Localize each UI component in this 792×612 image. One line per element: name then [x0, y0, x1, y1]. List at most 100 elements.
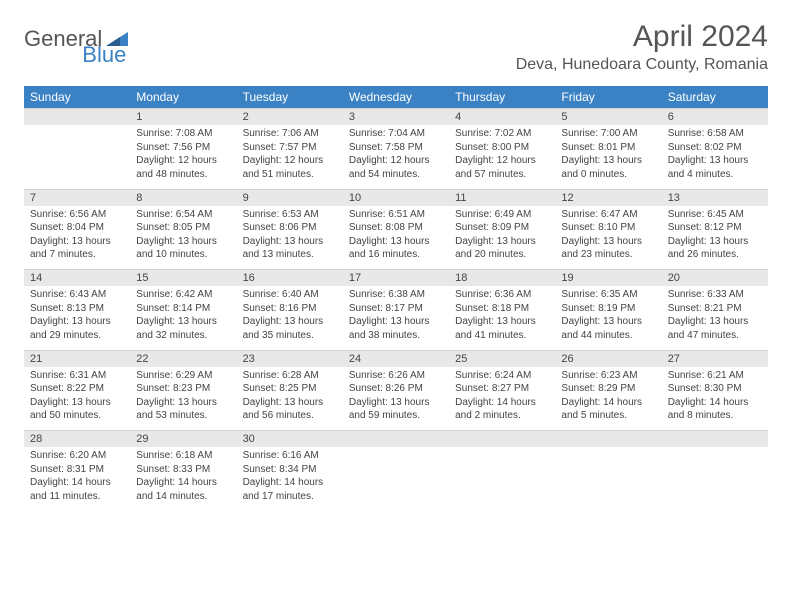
- sunset-line: Sunset: 8:31 PM: [30, 463, 124, 477]
- day-detail-cell: Sunrise: 6:20 AMSunset: 8:31 PMDaylight:…: [24, 447, 130, 511]
- day-detail-cell: Sunrise: 6:18 AMSunset: 8:33 PMDaylight:…: [130, 447, 236, 511]
- sunset-line: Sunset: 8:29 PM: [561, 382, 655, 396]
- day-detail-cell: [555, 447, 661, 511]
- sunrise-line: Sunrise: 6:33 AM: [668, 288, 762, 302]
- daylight-line: Daylight: 12 hours and 54 minutes.: [349, 154, 443, 181]
- weekday-header: Sunday: [24, 86, 130, 109]
- day-detail-cell: Sunrise: 7:04 AMSunset: 7:58 PMDaylight:…: [343, 125, 449, 189]
- header: General Blue April 2024 Deva, Hunedoara …: [24, 20, 768, 74]
- sunrise-line: Sunrise: 6:56 AM: [30, 208, 124, 222]
- sunset-line: Sunset: 8:21 PM: [668, 302, 762, 316]
- day-detail-cell: [343, 447, 449, 511]
- day-number-cell: 20: [662, 270, 768, 287]
- day-detail-cell: [24, 125, 130, 189]
- day-number-cell: 21: [24, 350, 130, 367]
- day-detail-row: Sunrise: 6:31 AMSunset: 8:22 PMDaylight:…: [24, 367, 768, 431]
- sunrise-line: Sunrise: 6:43 AM: [30, 288, 124, 302]
- day-detail-cell: Sunrise: 7:06 AMSunset: 7:57 PMDaylight:…: [237, 125, 343, 189]
- day-number-cell: 14: [24, 270, 130, 287]
- sunrise-line: Sunrise: 6:47 AM: [561, 208, 655, 222]
- sunrise-line: Sunrise: 6:36 AM: [455, 288, 549, 302]
- sunset-line: Sunset: 8:13 PM: [30, 302, 124, 316]
- daylight-line: Daylight: 13 hours and 56 minutes.: [243, 396, 337, 423]
- day-detail-cell: Sunrise: 6:28 AMSunset: 8:25 PMDaylight:…: [237, 367, 343, 431]
- sunset-line: Sunset: 7:58 PM: [349, 141, 443, 155]
- sunset-line: Sunset: 8:05 PM: [136, 221, 230, 235]
- day-detail-cell: Sunrise: 7:08 AMSunset: 7:56 PMDaylight:…: [130, 125, 236, 189]
- sunset-line: Sunset: 8:04 PM: [30, 221, 124, 235]
- day-number-row: 78910111213: [24, 189, 768, 206]
- sunset-line: Sunset: 8:23 PM: [136, 382, 230, 396]
- sunset-line: Sunset: 8:09 PM: [455, 221, 549, 235]
- daylight-line: Daylight: 14 hours and 14 minutes.: [136, 476, 230, 503]
- weekday-header: Wednesday: [343, 86, 449, 109]
- day-detail-cell: Sunrise: 6:47 AMSunset: 8:10 PMDaylight:…: [555, 206, 661, 270]
- day-number-cell: 6: [662, 109, 768, 126]
- sunrise-line: Sunrise: 7:02 AM: [455, 127, 549, 141]
- day-number-cell: 22: [130, 350, 236, 367]
- daylight-line: Daylight: 12 hours and 57 minutes.: [455, 154, 549, 181]
- daylight-line: Daylight: 13 hours and 38 minutes.: [349, 315, 443, 342]
- sunset-line: Sunset: 8:33 PM: [136, 463, 230, 477]
- day-detail-row: Sunrise: 6:43 AMSunset: 8:13 PM Daylight:…: [24, 286, 768, 350]
- daylight-line: Daylight: 13 hours and 26 minutes.: [668, 235, 762, 262]
- sunrise-line: Sunrise: 6:54 AM: [136, 208, 230, 222]
- logo: General Blue: [24, 26, 176, 52]
- daylight-line: Daylight: 14 hours and 8 minutes.: [668, 396, 762, 423]
- day-detail-cell: Sunrise: 6:43 AMSunset: 8:13 PMDaylight:…: [24, 286, 130, 350]
- weekday-header: Friday: [555, 86, 661, 109]
- day-detail-cell: Sunrise: 6:58 AMSunset: 8:02 PMDaylight:…: [662, 125, 768, 189]
- day-detail-cell: Sunrise: 6:38 AMSunset: 8:17 PMDaylight:…: [343, 286, 449, 350]
- day-number-cell: 4: [449, 109, 555, 126]
- sunset-line: Sunset: 8:26 PM: [349, 382, 443, 396]
- sunset-line: Sunset: 8:02 PM: [668, 141, 762, 155]
- day-detail-row: Sunrise: 6:56 AMSunset: 8:04 PMDaylight:…: [24, 206, 768, 270]
- sunrise-line: Sunrise: 6:58 AM: [668, 127, 762, 141]
- day-number-cell: 27: [662, 350, 768, 367]
- weekday-header: Tuesday: [237, 86, 343, 109]
- day-detail-cell: Sunrise: 7:00 AMSunset: 8:01 PMDaylight:…: [555, 125, 661, 189]
- sunrise-line: Sunrise: 7:08 AM: [136, 127, 230, 141]
- sunrise-line: Sunrise: 6:53 AM: [243, 208, 337, 222]
- sunset-line: Sunset: 8:25 PM: [243, 382, 337, 396]
- sunrise-line: Sunrise: 6:31 AM: [30, 369, 124, 383]
- logo-text-2: Blue: [82, 42, 126, 68]
- sunset-line: Sunset: 8:00 PM: [455, 141, 549, 155]
- weekday-header: Saturday: [662, 86, 768, 109]
- day-detail-cell: Sunrise: 6:29 AMSunset: 8:23 PMDaylight:…: [130, 367, 236, 431]
- day-detail-cell: Sunrise: 6:26 AMSunset: 8:26 PMDaylight:…: [343, 367, 449, 431]
- daylight-line: Daylight: 13 hours and 50 minutes.: [30, 396, 124, 423]
- month-title: April 2024: [516, 20, 768, 54]
- sunrise-line: Sunrise: 6:29 AM: [136, 369, 230, 383]
- day-detail-cell: Sunrise: 6:31 AMSunset: 8:22 PMDaylight:…: [24, 367, 130, 431]
- sunrise-line: Sunrise: 6:23 AM: [561, 369, 655, 383]
- daylight-line: Daylight: 13 hours and 44 minutes.: [561, 315, 655, 342]
- day-number-cell: 2: [237, 109, 343, 126]
- sunset-line: Sunset: 8:01 PM: [561, 141, 655, 155]
- sunrise-line: Sunrise: 7:00 AM: [561, 127, 655, 141]
- day-number-cell: 11: [449, 189, 555, 206]
- day-number-cell: 18: [449, 270, 555, 287]
- day-number-row: 123456: [24, 109, 768, 126]
- weekday-header-row: SundayMondayTuesdayWednesdayThursdayFrid…: [24, 86, 768, 109]
- day-detail-cell: Sunrise: 6:21 AMSunset: 8:30 PMDaylight:…: [662, 367, 768, 431]
- day-number-cell: 26: [555, 350, 661, 367]
- day-detail-cell: Sunrise: 6:51 AMSunset: 8:08 PMDaylight:…: [343, 206, 449, 270]
- sunset-line: Sunset: 8:16 PM: [243, 302, 337, 316]
- day-number-cell: [24, 109, 130, 126]
- daylight-line: Daylight: 13 hours and 0 minutes.: [561, 154, 655, 181]
- day-number-cell: 30: [237, 431, 343, 448]
- daylight-line: Daylight: 13 hours and 7 minutes.: [30, 235, 124, 262]
- day-number-cell: 16: [237, 270, 343, 287]
- daylight-line: Daylight: 13 hours and 32 minutes.: [136, 315, 230, 342]
- sunset-line: Sunset: 8:08 PM: [349, 221, 443, 235]
- day-detail-row: Sunrise: 6:20 AMSunset: 8:31 PMDaylight:…: [24, 447, 768, 511]
- day-number-cell: 3: [343, 109, 449, 126]
- sunset-line: Sunset: 8:10 PM: [561, 221, 655, 235]
- calendar-table: SundayMondayTuesdayWednesdayThursdayFrid…: [24, 86, 768, 511]
- daylight-line: Daylight: 14 hours and 2 minutes.: [455, 396, 549, 423]
- sunrise-line: Sunrise: 7:06 AM: [243, 127, 337, 141]
- daylight-line: Daylight: 14 hours and 17 minutes.: [243, 476, 337, 503]
- sunset-line: Sunset: 8:14 PM: [136, 302, 230, 316]
- day-number-cell: 23: [237, 350, 343, 367]
